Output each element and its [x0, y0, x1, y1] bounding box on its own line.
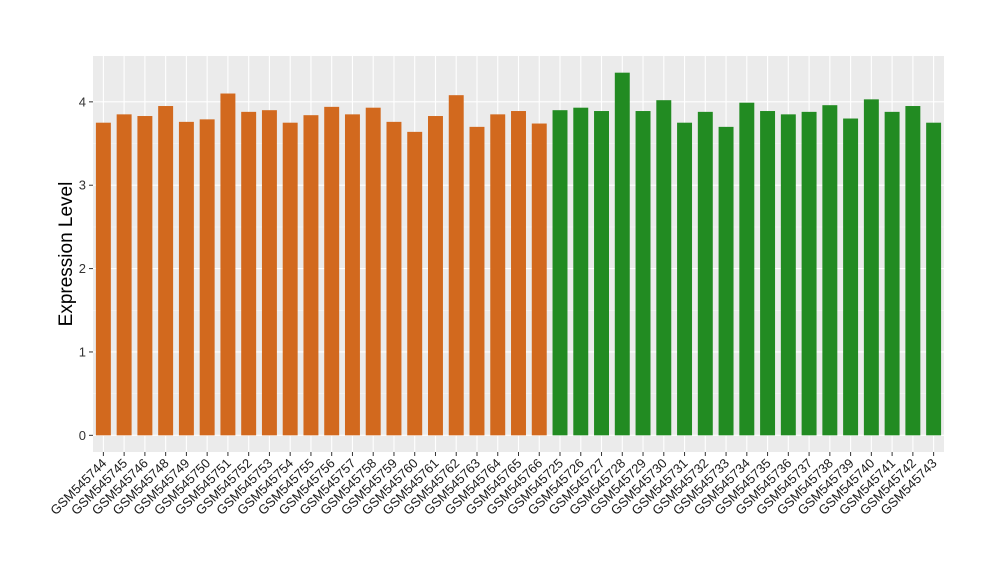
y-tick-label: 0 [79, 428, 86, 443]
bar-gsm545759 [386, 121, 402, 436]
bar-gsm545731 [677, 122, 693, 436]
bar-gsm545757 [344, 114, 360, 436]
bar-gsm545737 [801, 111, 817, 436]
bar-gsm545766 [531, 123, 547, 436]
bar-gsm545734 [739, 102, 755, 436]
bar-gsm545748 [158, 106, 174, 436]
bar-gsm545739 [843, 118, 859, 436]
bar-gsm545729 [635, 111, 651, 436]
bar-gsm545743 [926, 122, 942, 436]
y-axis-title: Expression Level [56, 182, 77, 327]
bar-gsm545762 [448, 95, 464, 436]
bar-gsm545749 [178, 121, 194, 436]
bar-gsm545758 [365, 107, 381, 436]
bar-gsm545735 [760, 111, 776, 436]
bar-gsm545726 [573, 107, 589, 436]
y-tick-label: 1 [79, 344, 86, 359]
bar-gsm545727 [594, 111, 609, 436]
bar-gsm545761 [428, 116, 443, 436]
bar-gsm545733 [718, 126, 734, 436]
bar-gsm545763 [469, 126, 485, 436]
bar-gsm545765 [511, 111, 526, 436]
y-axis: 0 1 2 3 4 [79, 94, 93, 443]
y-tick-label: 3 [79, 178, 86, 193]
bar-gsm545745 [116, 114, 132, 436]
y-tick-label: 2 [79, 261, 86, 276]
bar-gsm545752 [241, 111, 257, 436]
bar-gsm545742 [905, 106, 921, 436]
bar-gsm545751 [220, 93, 236, 436]
y-tick-label: 4 [79, 94, 86, 109]
bar-gsm545755 [303, 115, 319, 436]
bars [95, 72, 942, 436]
bar-gsm545741 [884, 111, 900, 436]
bar-gsm545740 [863, 99, 879, 436]
bar-gsm545756 [324, 106, 340, 436]
bar-gsm545750 [199, 119, 215, 436]
bar-gsm545744 [95, 122, 111, 436]
bar-gsm545736 [780, 114, 796, 436]
bar-gsm545746 [137, 116, 153, 436]
x-axis: GSM545744GSM545745GSM545746GSM545748GSM5… [47, 452, 940, 518]
bar-gsm545754 [282, 122, 298, 436]
bar-gsm545753 [261, 110, 277, 436]
bar-gsm545732 [697, 111, 713, 436]
bar-gsm545738 [822, 105, 838, 436]
bar-gsm545760 [407, 131, 423, 436]
bar-gsm545725 [552, 110, 568, 436]
bar-gsm545730 [656, 100, 672, 436]
bar-gsm545764 [490, 114, 506, 436]
bar-gsm545728 [614, 72, 630, 436]
